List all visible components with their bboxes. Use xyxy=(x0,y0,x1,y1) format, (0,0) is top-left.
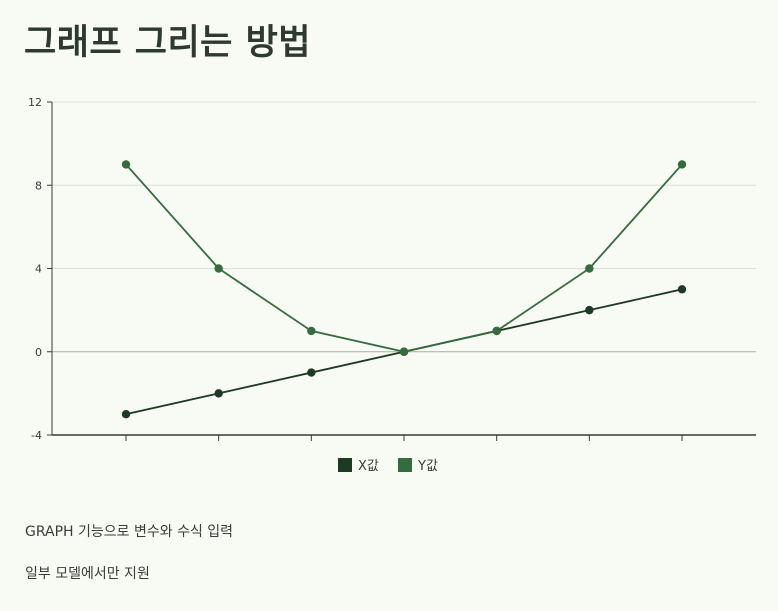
legend-swatch xyxy=(338,458,352,472)
data-point xyxy=(492,326,501,336)
data-point xyxy=(307,326,316,336)
legend-item-y-values[interactable]: Y값 xyxy=(398,458,438,474)
data-point xyxy=(214,389,223,398)
data-point xyxy=(121,160,131,169)
y-tick-label: -4 xyxy=(31,429,42,442)
data-point xyxy=(677,160,687,169)
series xyxy=(121,160,687,419)
data-point xyxy=(399,347,409,356)
y-tick-label: 8 xyxy=(35,179,42,192)
y-tick-labels: -4 0 4 8 12 xyxy=(28,96,42,442)
legend-swatch xyxy=(398,458,412,472)
legend-label: X값 xyxy=(358,459,379,474)
grid-lines xyxy=(52,101,756,353)
data-point xyxy=(585,264,594,273)
page-title: 그래프 그리는 방법 xyxy=(24,23,311,63)
legend: X값 Y값 xyxy=(338,458,438,474)
data-point xyxy=(214,264,223,273)
legend-item-x-values[interactable]: X값 xyxy=(338,458,379,474)
data-point xyxy=(307,368,316,377)
series-y-values xyxy=(121,160,687,356)
data-point xyxy=(677,285,687,294)
data-point xyxy=(121,409,131,419)
note-model-support: 일부 모델에서만 지원 xyxy=(25,566,150,582)
note-graph-function: GRAPH 기능으로 변수와 수식 입력 xyxy=(25,524,234,540)
y-tick-label: 12 xyxy=(28,96,42,109)
axes xyxy=(47,101,756,441)
series-line xyxy=(125,163,683,353)
data-point xyxy=(585,305,594,315)
legend-label: Y값 xyxy=(417,459,438,474)
y-tick-label: 4 xyxy=(35,263,42,276)
y-tick-label: 0 xyxy=(35,346,42,359)
